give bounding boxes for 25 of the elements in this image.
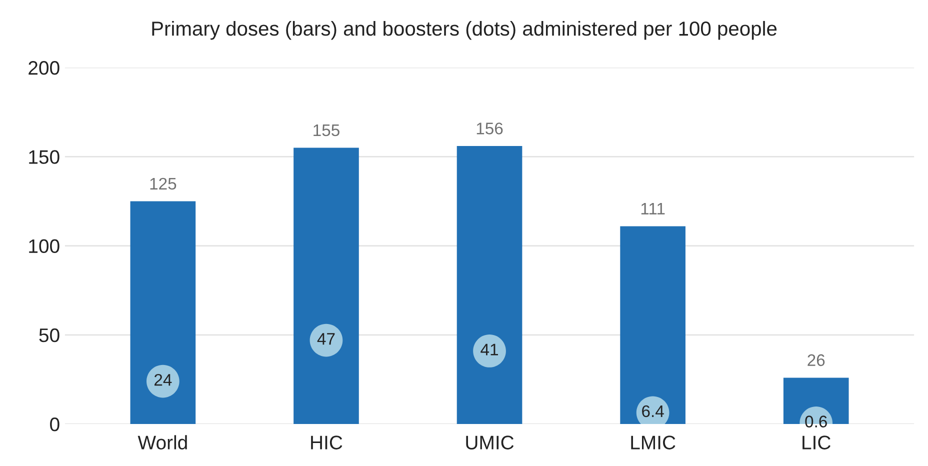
- x-tick-label: LMIC: [631, 436, 676, 450]
- data-label: 156: [476, 122, 503, 134]
- data-label: 47: [317, 333, 335, 345]
- data-label: 41: [480, 344, 498, 356]
- data-label: 155: [314, 124, 340, 136]
- chart-title: Primary doses (bars) and boosters (dots) administered per 100 people: [152, 20, 777, 40]
- data-label: 24: [154, 374, 172, 386]
- data-label: 6.4: [642, 405, 664, 418]
- y-tick-label: 150: [29, 150, 60, 164]
- bar: [456, 146, 522, 424]
- x-tick-label: UMIC: [466, 436, 514, 450]
- x-tick-label: HIC: [311, 436, 342, 450]
- data-label: 125: [150, 178, 176, 190]
- bar: [294, 148, 359, 424]
- y-tick-label: 50: [39, 328, 60, 342]
- bar: [130, 201, 196, 424]
- data-label: 111: [641, 202, 665, 214]
- bar: [620, 226, 686, 424]
- x-tick-label: LIC: [802, 436, 830, 450]
- y-tick-label: 100: [29, 239, 60, 254]
- y-tick-label: 0: [50, 418, 60, 432]
- x-tick-label: World: [138, 435, 187, 450]
- y-tick-label: 200: [28, 61, 60, 75]
- data-label: 0.6: [805, 416, 827, 428]
- data-label: 26: [808, 354, 825, 366]
